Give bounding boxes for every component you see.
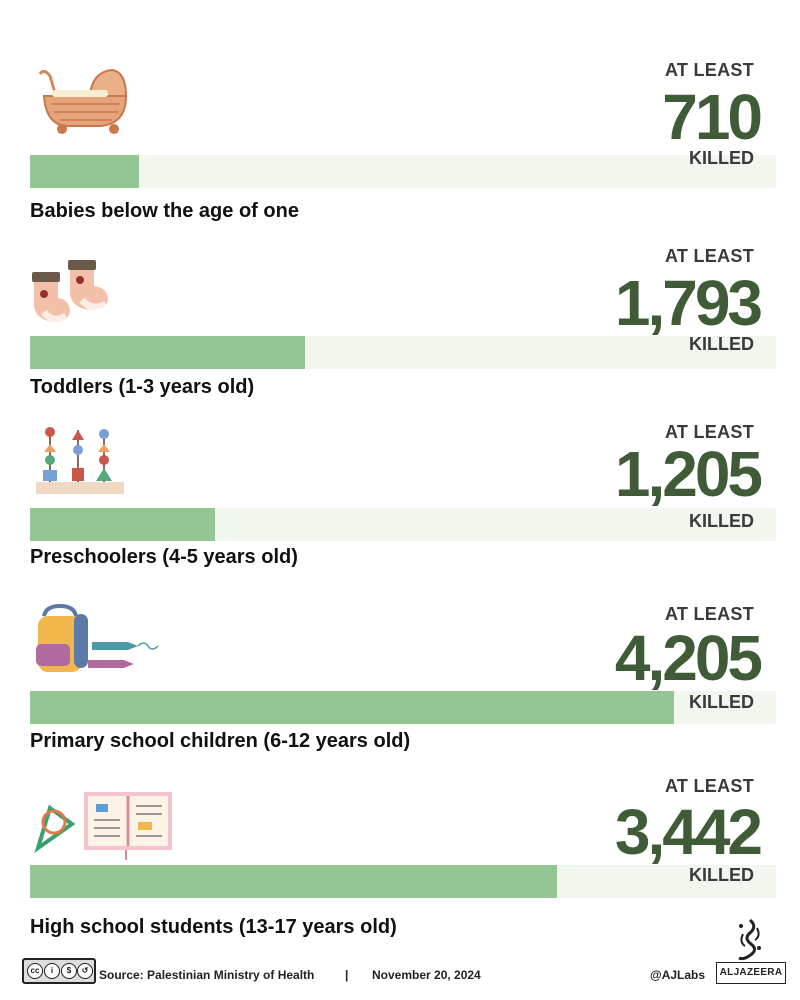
bar: [30, 508, 215, 541]
date-text: November 20, 2024: [372, 968, 481, 982]
bar-track: [30, 691, 776, 724]
footer: cc i $ ↺ Source: Palestinian Ministry of He…: [0, 958, 800, 992]
bar: [30, 691, 674, 724]
bar: [30, 336, 305, 369]
category-label: Preschoolers (4-5 years old): [30, 546, 298, 568]
footer-separator: |: [345, 968, 349, 982]
at-least-label: AT LEAST: [664, 604, 754, 624]
value-label: 4,205: [614, 622, 763, 694]
handle-text: @AJLabs: [650, 968, 706, 982]
killed-label: KILLED: [689, 334, 754, 354]
at-least-label: AT LEAST: [664, 776, 754, 796]
killed-label: KILLED: [689, 865, 754, 885]
backpack-crayons-icon: [36, 604, 159, 672]
brand-wordmark: ALJAZEERA: [716, 962, 786, 984]
bar-track: [30, 155, 776, 188]
value-label: 1,205: [614, 438, 763, 510]
category-label: Babies below the age of one: [30, 200, 299, 222]
at-least-label: AT LEAST: [664, 60, 754, 80]
baby-socks-icon: [32, 260, 108, 323]
bar-track: [30, 336, 776, 369]
source-text: Source: Palestinian Ministry of Health: [99, 968, 315, 982]
killed-label: KILLED: [689, 692, 754, 712]
bar: [30, 155, 139, 188]
at-least-label: AT LEAST: [664, 246, 754, 266]
value-label: 3,442: [614, 796, 763, 868]
stacking-toy-icon: [36, 427, 124, 494]
category-label: High school students (13-17 years old): [30, 916, 397, 938]
bar-track: [30, 508, 776, 541]
baby-carriage-icon: [38, 68, 128, 134]
value-label: 710: [662, 81, 763, 153]
bar: [30, 865, 557, 898]
book-set-square-icon: [34, 792, 172, 860]
at-least-label: AT LEAST: [664, 422, 754, 442]
value-label: 1,793: [614, 267, 763, 339]
killed-label: KILLED: [689, 148, 754, 168]
category-label: Toddlers (1-3 years old): [30, 376, 255, 398]
killed-label: KILLED: [689, 511, 754, 531]
cc-by-nc-sa-icon: cc i $ ↺: [22, 958, 96, 984]
bar-track: [30, 865, 776, 898]
category-label: Primary school children (6-12 years old): [30, 730, 411, 752]
aljazeera-logo-icon: [738, 918, 761, 961]
